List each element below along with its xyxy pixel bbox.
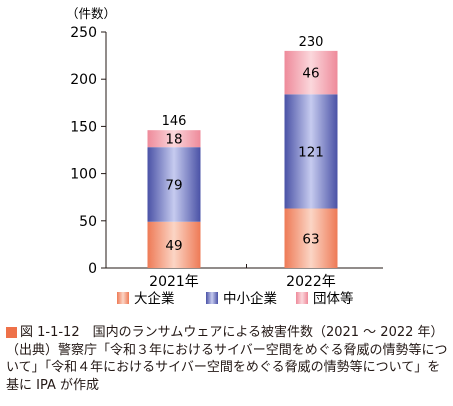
legend-swatch: [296, 292, 308, 304]
y-tick-label: 0: [88, 261, 97, 277]
data-label: 79: [165, 177, 182, 193]
bar-segment: [284, 94, 338, 209]
y-tick-label: 150: [70, 119, 97, 135]
stacked-bar-chart: （件数） 0 50 100 150 200 250 49 79 18 146 2021年 63 121…: [66, 6, 383, 307]
bar-segment: [284, 208, 338, 268]
legend-swatch: [206, 292, 218, 304]
y-tick-label: 50: [79, 214, 97, 230]
legend-label: 中小企業: [223, 290, 277, 307]
legend: 大企業 中小企業 団体等: [117, 290, 354, 307]
total-label: 146: [162, 114, 187, 129]
bar-segment: [284, 50, 338, 95]
legend-swatch: [117, 292, 129, 304]
bars: 49 79 18 146 2021年 63 121 46 230 2022年: [147, 35, 338, 290]
data-label: 18: [165, 132, 182, 148]
y-tick-label: 100: [70, 167, 97, 183]
y-tick-label: 200: [70, 72, 97, 88]
y-tick-label: 250: [70, 25, 97, 41]
caption-title: 図 1-1-12 国内のランサムウェアによる被害件数（2021 ～ 2022 年…: [20, 325, 444, 340]
x-tick-label: 2021年: [149, 274, 199, 290]
x-tick-label: 2022年: [286, 274, 336, 290]
data-label: 121: [298, 144, 324, 160]
data-label: 63: [302, 231, 319, 247]
legend-label: 団体等: [313, 290, 354, 307]
caption-title-row: 図 1-1-12 国内のランサムウェアによる被害件数（2021 ～ 2022 年…: [6, 324, 448, 342]
y-axis-title: （件数）: [66, 6, 116, 21]
legend-label: 大企業: [134, 290, 175, 307]
caption-source: （出典）警察庁「令和３年におけるサイバー空間をめぐる脅威の情勢等について」「令和…: [6, 342, 448, 393]
caption-marker: [6, 327, 17, 339]
axes: 0 50 100 150 200 250: [70, 25, 383, 277]
bar-segment: [147, 147, 201, 222]
bar-segment: [147, 221, 201, 268]
data-label: 49: [165, 238, 182, 254]
data-label: 46: [302, 66, 319, 82]
bar-segment: [147, 130, 201, 148]
figure-caption: 図 1-1-12 国内のランサムウェアによる被害件数（2021 ～ 2022 年…: [6, 324, 448, 394]
total-label: 230: [299, 35, 324, 50]
